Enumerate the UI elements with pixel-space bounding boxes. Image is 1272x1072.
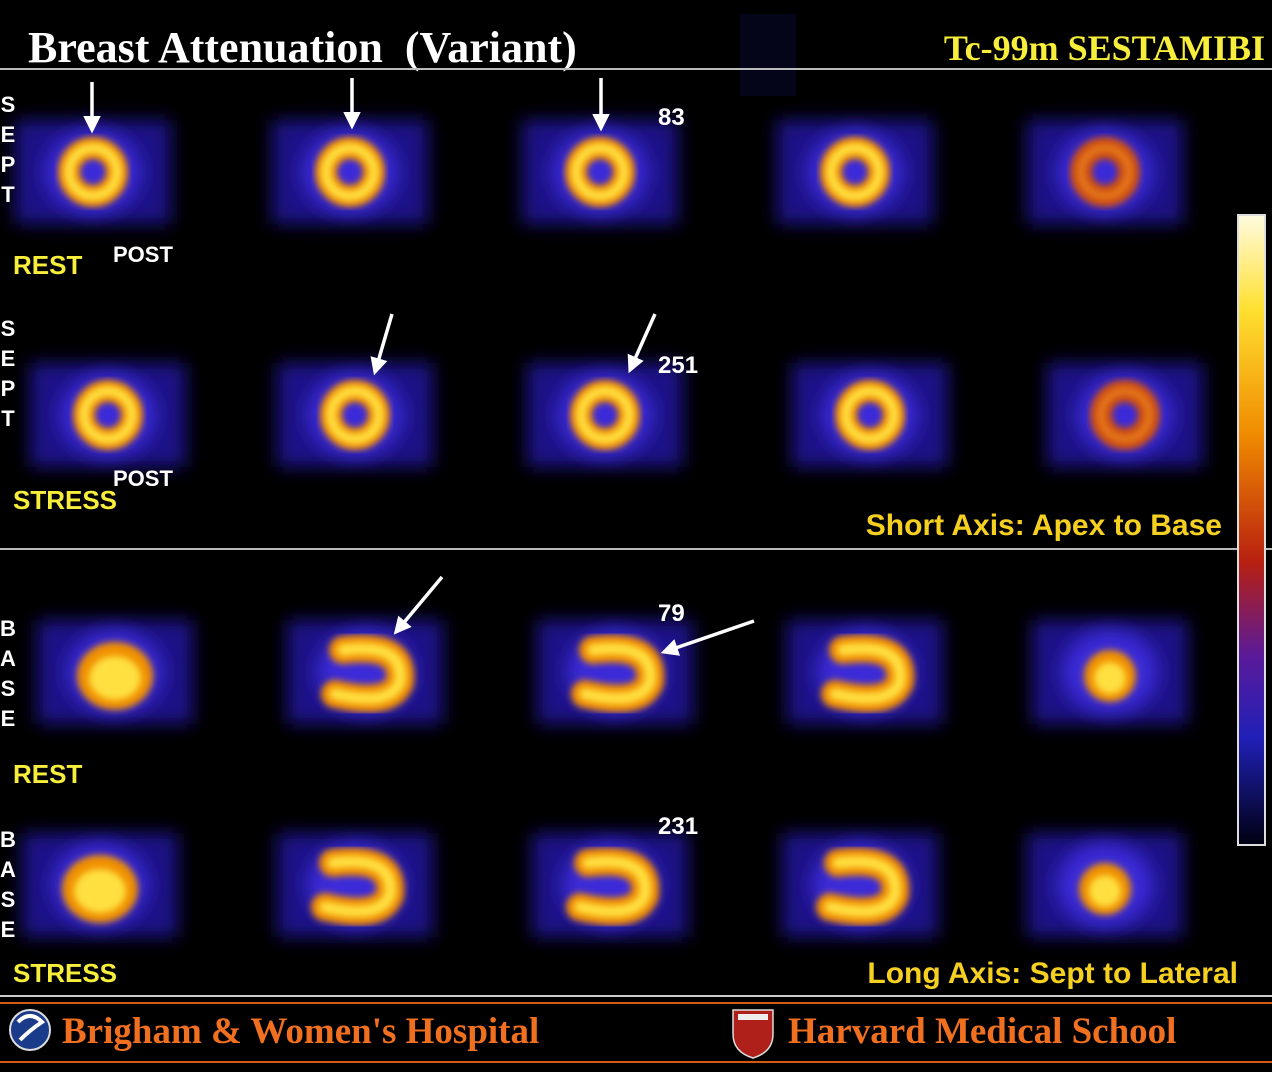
row-label: REST	[13, 759, 82, 789]
myocardium-core	[319, 855, 397, 918]
side-letter: P	[1, 376, 16, 401]
section-caption: Long Axis: Sept to Lateral	[867, 957, 1238, 990]
color-scale	[1237, 214, 1266, 846]
footer-left: Brigham & Women's Hospital	[62, 1011, 539, 1052]
myocardium-core	[571, 143, 629, 201]
myocardium-core	[579, 642, 657, 705]
section-caption: Short Axis: Apex to Base	[866, 509, 1222, 542]
title: Breast Attenuation (Variant)	[28, 23, 577, 72]
myocardium-core	[321, 143, 379, 201]
side-letter: P	[1, 152, 16, 177]
myocardium-core	[326, 386, 384, 444]
arrow	[627, 313, 657, 374]
scan-image	[777, 120, 933, 224]
side-letter: T	[1, 182, 15, 207]
scan-image	[532, 833, 688, 937]
scan-image	[22, 833, 178, 937]
myocardium-core	[1078, 145, 1132, 199]
side-letter: B	[0, 616, 16, 641]
scan-image	[522, 120, 678, 224]
side-letter: E	[1, 917, 16, 942]
myocardium-core	[89, 656, 141, 700]
scan-image	[1027, 833, 1183, 937]
dark-patch	[740, 14, 796, 96]
count-label: 79	[658, 600, 685, 627]
scan-image	[272, 120, 428, 224]
myocardium-core	[826, 143, 884, 201]
arrow	[660, 619, 755, 656]
myocardium-core	[829, 642, 907, 705]
myocardium-core	[574, 855, 652, 918]
left-logo	[9, 1009, 51, 1051]
myocardium-core	[824, 855, 902, 918]
orientation-label: POST	[113, 466, 173, 491]
side-letter: S	[1, 676, 16, 701]
myocardium-core	[576, 386, 634, 444]
myocardium-core	[64, 143, 122, 201]
myocardium-core	[841, 386, 899, 444]
scan-image	[1027, 120, 1183, 224]
scan-image	[15, 120, 171, 224]
myocardium-core	[1098, 388, 1152, 442]
tracer: Tc-99m SESTAMIBI	[944, 28, 1265, 68]
scan-image	[287, 620, 443, 724]
arrow	[393, 575, 444, 635]
side-letter: A	[0, 646, 16, 671]
row-label: STRESS	[13, 958, 117, 988]
count-label: 83	[658, 104, 685, 131]
side-letter: E	[1, 706, 16, 731]
side-letter: B	[0, 827, 16, 852]
count-label: 231	[658, 813, 698, 840]
scan-image	[1047, 363, 1203, 467]
orientation-label: POST	[113, 242, 173, 267]
side-letter: E	[1, 122, 16, 147]
scan-image	[527, 363, 683, 467]
right-logo	[732, 1009, 774, 1059]
row-label: REST	[13, 250, 82, 280]
footer-right: Harvard Medical School	[788, 1011, 1176, 1052]
myocardium-core	[74, 869, 126, 913]
side-letter: S	[1, 887, 16, 912]
scan-image	[277, 833, 433, 937]
scan-image	[537, 620, 693, 724]
row-label: STRESS	[13, 485, 117, 515]
myocardium-core	[1089, 875, 1121, 907]
scan-image	[37, 620, 193, 724]
scan-image	[792, 363, 948, 467]
scan-image	[787, 620, 943, 724]
myocardium-core	[79, 386, 137, 444]
arrow	[370, 313, 394, 376]
side-letter: A	[0, 857, 16, 882]
side-letter: S	[1, 316, 16, 341]
scan-image	[1032, 620, 1188, 724]
arrows	[83, 78, 755, 656]
side-letter: S	[1, 92, 16, 117]
scan-image	[30, 363, 186, 467]
count-label: 251	[658, 352, 698, 379]
side-letter: E	[1, 346, 16, 371]
myocardium-core	[329, 642, 407, 705]
scan-image	[782, 833, 938, 937]
scan-image	[277, 363, 433, 467]
myocardium-core	[1094, 662, 1126, 694]
side-letter: T	[1, 406, 15, 431]
